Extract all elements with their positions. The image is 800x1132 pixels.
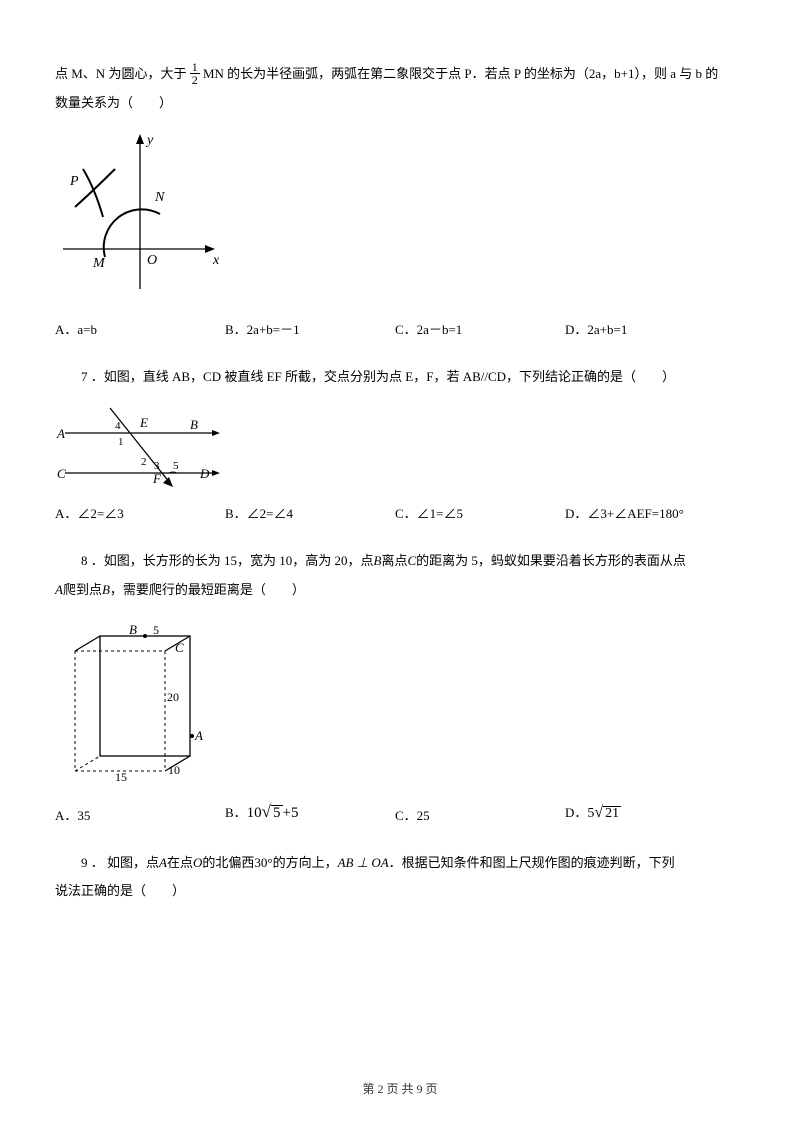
q8-diagram: 15 10 20 5 B C A [55, 616, 745, 781]
q8-t2: 离点 [381, 553, 407, 568]
x-axis-label: x [212, 253, 220, 268]
q6-frac-den: 2 [190, 74, 200, 86]
q6-stem: 点 M、N 为圆心，大于 1 2 MN 的长为半径画弧，两弧在第二象限交于点 P… [55, 60, 745, 89]
page-footer: 第 2 页 共 9 页 [0, 1076, 800, 1102]
q8-len20: 20 [167, 690, 179, 704]
q8-optd-pre: D． [565, 805, 587, 820]
q7-b: B [190, 417, 198, 432]
q9-m1: 在点 [167, 855, 193, 870]
q8-C: C [407, 553, 416, 568]
q8-optb-rad: 5 [271, 805, 283, 821]
q8-opt-c: C．25 [395, 802, 565, 831]
q8-len10: 10 [168, 763, 180, 777]
q7-opt-a: A．∠2=∠3 [55, 500, 225, 529]
q6-opt-a: A．a=b [55, 316, 225, 345]
q8-stem-line1: 8 ．如图，长方形的长为 15，宽为 10，高为 20，点B离点C的距离为 5，… [55, 547, 745, 576]
q8-t1: 8 ．如图，长方形的长为 15，宽为 10，高为 20，点 [81, 553, 374, 568]
q7-ang4: 4 [115, 420, 121, 432]
q7-ang5: 5 [173, 460, 179, 472]
q8-optb-coef: 10 [247, 805, 262, 821]
footer-mid: 页 共 [383, 1082, 416, 1096]
q8-len15: 15 [115, 770, 127, 781]
q7-c: C [57, 466, 66, 481]
q8-t3: 的距离为 5，蚂蚁如果要沿着长方形的表面从点 [416, 553, 686, 568]
q9-stem-line2: 说法正确的是（ ） [55, 877, 745, 906]
q9-m2: 的北偏西 [202, 855, 254, 870]
q9-O: O [193, 855, 202, 870]
q8-a-lbl: A [194, 728, 203, 743]
q9-deg: 30° [254, 855, 272, 870]
q9-m3: 的方向上， [273, 855, 338, 870]
footer-pre: 第 [362, 1082, 377, 1096]
q8-opt-b: B．10√5+5 [225, 793, 395, 830]
origin-label: O [147, 253, 157, 268]
q7-stem: 7 ．如图，直线 AB，CD 被直线 EF 所截，交点分别为点 E，F，若 AB… [55, 363, 745, 392]
q7-ang1: 1 [118, 436, 124, 448]
q7-opt-c: C．∠1=∠5 [395, 500, 565, 529]
q6-opt-c: C．2a－b=1 [395, 316, 565, 345]
q8-options: A．35 B．10√5+5 C．25 D．5√21 [55, 793, 745, 830]
q8-t4: 爬到点 [63, 582, 102, 597]
m-label: M [92, 256, 106, 271]
q6-text-1: 点 M、N 为圆心，大于 [55, 66, 186, 81]
q8-A: A [55, 582, 63, 597]
q6-text-2: MN 的长为半径画弧，两弧在第二象限交于点 P．若点 P 的坐标为（2a，b+1… [203, 66, 718, 81]
q6-opt-b: B．2a+b=－1 [225, 316, 395, 345]
q6-stem-line2: 数量关系为（ ） [55, 89, 745, 118]
q6-options: A．a=b B．2a+b=－1 C．2a－b=1 D．2a+b=1 [55, 316, 745, 345]
q8-len5: 5 [153, 623, 159, 637]
q6-fraction: 1 2 [190, 61, 200, 86]
q7-f: F [152, 471, 162, 486]
q9-stem-line1: 9 ． 如图，点A在点O的北偏西30°的方向上，AB ⊥ OA．根据已知条件和图… [55, 849, 745, 878]
q8-B2: B [102, 582, 110, 597]
q7-e: E [139, 415, 148, 430]
q8-b-lbl: B [129, 622, 137, 637]
q8-c-lbl: C [175, 640, 184, 655]
y-axis-label: y [145, 133, 154, 148]
q8-opt-a: A．35 [55, 802, 225, 831]
q7-d: D [199, 466, 210, 481]
q8-optd-rad: 21 [603, 806, 621, 821]
n-label: N [154, 190, 165, 205]
q8-optb-pre: B． [225, 805, 247, 820]
q9-pre: 9 ． 如图，点 [81, 855, 159, 870]
q7-a: A [56, 426, 65, 441]
q8-optb-suf: +5 [283, 805, 299, 821]
q9-A: A [159, 855, 167, 870]
q7-opt-b: B．∠2=∠4 [225, 500, 395, 529]
q6-frac-num: 1 [190, 61, 200, 74]
q8-opt-d: D．5√21 [565, 795, 621, 830]
q6-opt-d: D．2a+b=1 [565, 316, 627, 345]
q7-ang2: 2 [141, 456, 147, 468]
q8-stem-line2: A爬到点B，需要爬行的最短距离是（ ） [55, 576, 745, 605]
q9-m4: ．根据已知条件和图上尺规作图的痕迹判断，下列 [389, 855, 675, 870]
q8-t5: ，需要爬行的最短距离是（ ） [110, 582, 305, 597]
q7-opt-d: D．∠3+∠AEF=180° [565, 500, 684, 529]
footer-suf: 页 [423, 1082, 438, 1096]
q9-perp: AB ⊥ OA [338, 855, 389, 870]
q7-ang3: 3 [154, 460, 160, 472]
p-label: P [69, 174, 79, 189]
q6-diagram: y x O M N P [55, 129, 745, 304]
q7-options: A．∠2=∠3 B．∠2=∠4 C．∠1=∠5 D．∠3+∠AEF=180° [55, 500, 745, 529]
q7-diagram: A B C D E F 4 1 2 3 5 [55, 403, 745, 488]
